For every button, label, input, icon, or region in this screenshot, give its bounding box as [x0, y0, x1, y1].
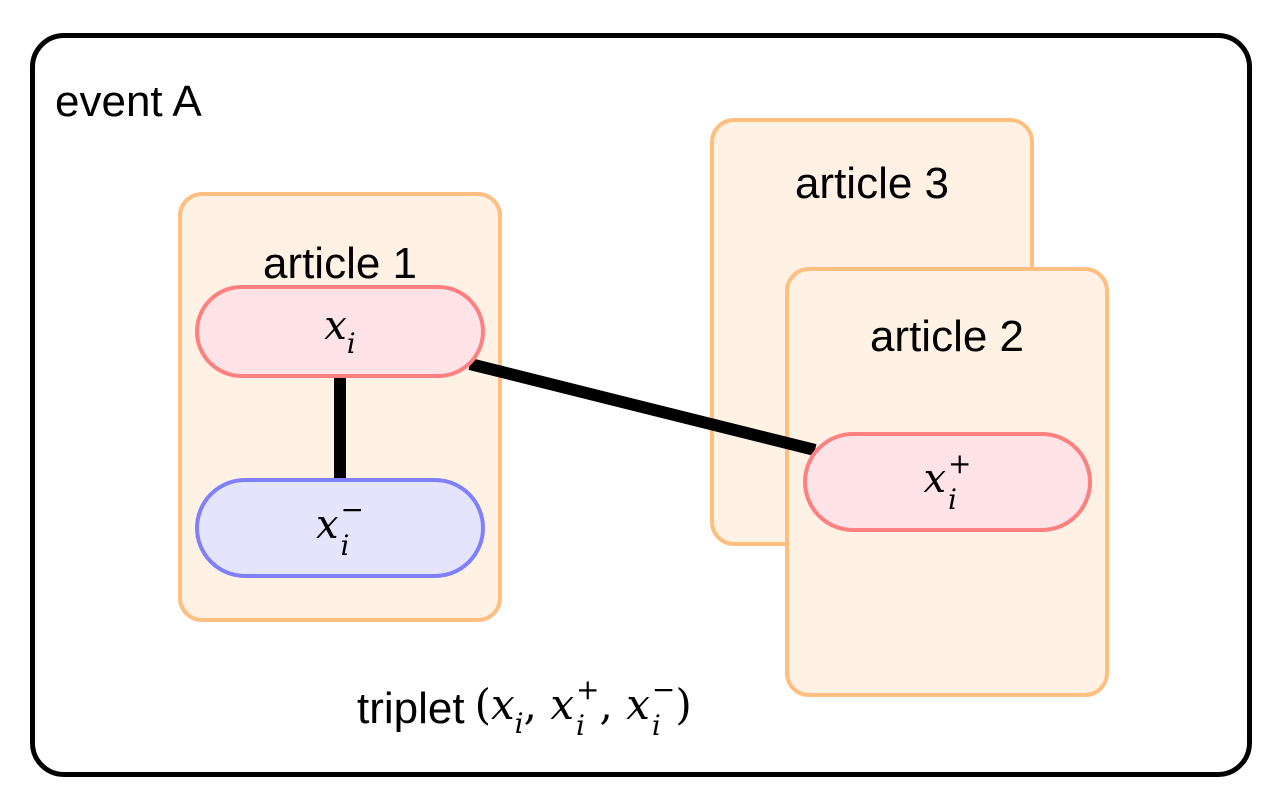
anchor-node: xi	[195, 285, 485, 378]
event-label: event A	[55, 77, 202, 126]
triplet-caption: triplet (xi, x + i, x − i)	[357, 673, 692, 742]
positive-node: x + i	[803, 432, 1092, 532]
article-2-title: article 2	[869, 312, 1025, 361]
anchor-node-label: xi	[324, 302, 356, 360]
article-3-title: article 3	[794, 159, 950, 208]
negative-node-label: x − i	[315, 493, 365, 562]
article-1-title: article 1	[262, 239, 418, 288]
caption-text: triplet	[357, 684, 465, 733]
negative-node: x − i	[195, 478, 485, 578]
caption-formula: (xi, x + i, x − i)	[474, 673, 692, 742]
positive-node-label: x + i	[923, 447, 972, 516]
event-frame	[30, 33, 1252, 777]
